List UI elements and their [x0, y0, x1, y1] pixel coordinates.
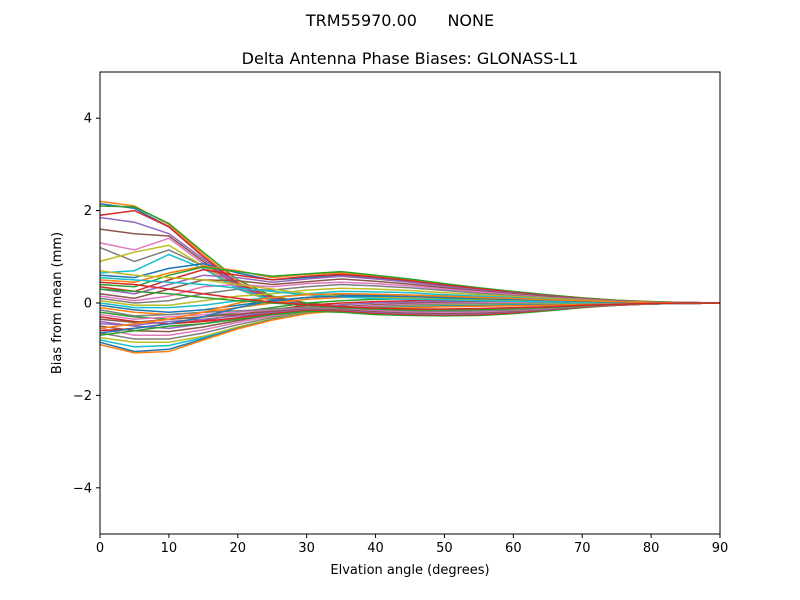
x-tick-label: 30: [298, 541, 315, 556]
y-tick-label: −4: [73, 481, 92, 496]
series-line-44: [99, 281, 720, 310]
series-line-42: [99, 293, 720, 330]
x-tick-label: 80: [643, 541, 660, 556]
x-tick-label: 40: [367, 541, 384, 556]
x-tick-label: 70: [574, 541, 591, 556]
x-tick-label: 50: [436, 541, 453, 556]
x-tick-label: 60: [505, 541, 522, 556]
y-tick-label: −2: [73, 389, 92, 404]
x-axis-ticks: 0 10 20 30 40 50 60 70 80 90: [96, 534, 728, 556]
plot-area: [99, 71, 721, 535]
chart-title: Delta Antenna Phase Biases: GLONASS-L1: [242, 49, 579, 68]
y-tick-label: 2: [84, 204, 92, 219]
x-tick-label: 0: [96, 541, 104, 556]
x-tick-label: 10: [161, 541, 178, 556]
x-tick-label: 90: [712, 541, 729, 556]
y-tick-label: 0: [84, 297, 92, 312]
x-axis-label: Elvation angle (degrees): [330, 563, 489, 578]
figure-suptitle: TRM55970.00 NONE: [305, 11, 494, 30]
y-axis-ticks: −4 −2 0 2 4: [73, 112, 100, 496]
x-tick-label: 20: [230, 541, 247, 556]
y-axis-label: Bias from mean (mm): [50, 232, 65, 374]
y-tick-label: 4: [84, 112, 92, 127]
series-layer: [99, 200, 721, 354]
